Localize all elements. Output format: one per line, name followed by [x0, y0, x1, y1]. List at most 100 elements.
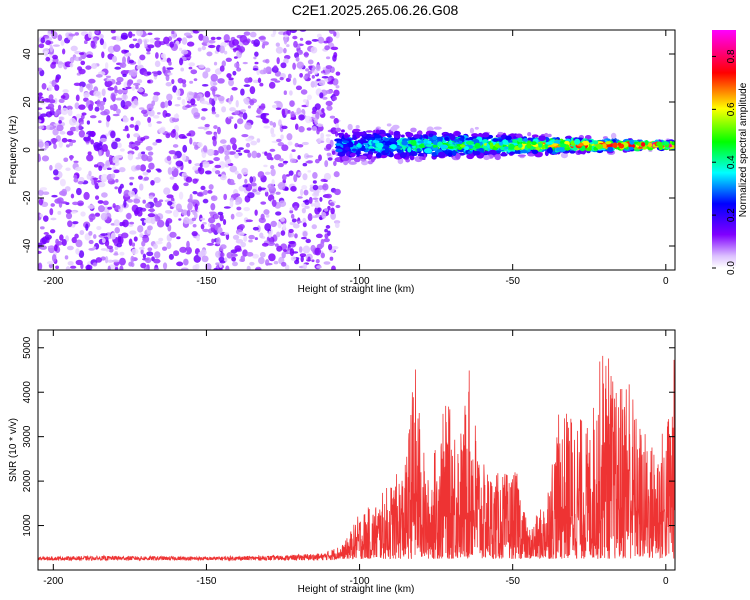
heatmap-cell: [153, 176, 161, 184]
heatmap-cell: [131, 33, 136, 37]
heatmap-cell: [152, 142, 158, 146]
heatmap-cell: [119, 257, 126, 266]
heatmap-cell: [154, 60, 161, 68]
heatmap-cell: [375, 129, 380, 134]
heatmap-cell: [142, 253, 147, 259]
heatmap-cell: [219, 213, 224, 222]
heatmap-cell: [230, 213, 235, 220]
heatmap-cell: [290, 111, 295, 118]
heatmap-cell: [242, 184, 249, 188]
heatmap-cell: [189, 137, 193, 145]
heatmap-cell: [292, 62, 296, 70]
heatmap-cell: [347, 123, 353, 131]
heatmap-cell: [295, 85, 303, 91]
heatmap-cell: [281, 125, 288, 130]
heatmap-cell: [270, 127, 275, 135]
heatmap-cell: [253, 56, 257, 60]
heatmap-cell: [208, 184, 214, 190]
heatmap-cell: [188, 159, 192, 164]
heatmap-cell: [330, 212, 337, 220]
heatmap-cell: [95, 74, 103, 78]
heatmap-cell: [447, 146, 455, 149]
heatmap-cell: [214, 164, 222, 169]
heatmap-cell: [130, 255, 135, 263]
heatmap-cell: [71, 236, 77, 244]
heatmap-cell: [69, 56, 75, 64]
heatmap-cell: [515, 133, 523, 138]
heatmap-cell: [223, 34, 230, 42]
y-tick-label: -20: [22, 190, 33, 205]
heatmap-cell: [152, 94, 159, 103]
heatmap-cell: [413, 134, 421, 139]
heatmap-cell: [325, 65, 333, 70]
heatmap-cell: [162, 246, 168, 251]
heatmap-cell: [90, 139, 95, 145]
heatmap-cell: [311, 39, 319, 42]
heatmap-cell: [218, 262, 223, 269]
heatmap-cell: [38, 119, 42, 123]
heatmap-cell: [245, 142, 251, 148]
heatmap-cell: [427, 140, 432, 145]
heatmap-cell: [167, 200, 173, 206]
heatmap-cell: [459, 144, 466, 148]
heatmap-cell: [63, 157, 69, 162]
heatmap-cell: [305, 115, 312, 124]
heatmap-cell: [321, 211, 327, 219]
heatmap-cell: [427, 135, 433, 140]
heatmap-cell: [302, 173, 308, 181]
heatmap-cell: [247, 105, 252, 109]
heatmap-cell: [190, 98, 196, 106]
heatmap-cell: [334, 146, 342, 149]
heatmap-cell: [167, 167, 173, 175]
heatmap-cell: [83, 136, 91, 142]
heatmap-cell: [241, 167, 249, 175]
heatmap-cell: [135, 42, 140, 49]
y-tick-label: 0: [22, 147, 33, 153]
heatmap-cell: [270, 78, 278, 81]
heatmap-cell: [81, 112, 87, 116]
heatmap-cell: [146, 103, 154, 111]
heatmap-cell: [432, 135, 438, 141]
heatmap-cell: [375, 152, 382, 158]
heatmap-cell: [129, 221, 135, 225]
heatmap-cell: [201, 108, 208, 112]
heatmap-cell: [151, 71, 159, 74]
heatmap-cell: [221, 60, 226, 67]
heatmap-cell: [115, 81, 122, 86]
heatmap-cell: [242, 61, 248, 65]
heatmap-cell: [181, 267, 189, 270]
heatmap-cell: [69, 141, 73, 147]
heatmap-cell: [159, 199, 164, 203]
heatmap-cell: [245, 219, 254, 223]
colorbar-ticks: 0.0 0.2 0.4 0.6 0.8: [712, 49, 737, 275]
heatmap-cell: [290, 117, 297, 120]
heatmap-cell: [538, 143, 543, 148]
heatmap-cell: [61, 188, 68, 197]
heatmap-cell: [374, 135, 382, 139]
heatmap-cell: [311, 224, 317, 230]
heatmap-cell: [452, 138, 461, 142]
heatmap-cell: [78, 123, 82, 130]
heatmap-cell: [44, 98, 50, 103]
heatmap-cell: [344, 146, 350, 151]
heatmap-cell: [44, 35, 50, 39]
heatmap-cell: [343, 160, 349, 166]
heatmap-cell: [90, 130, 96, 138]
heatmap-cell: [324, 45, 330, 51]
heatmap-cell: [96, 99, 101, 108]
colorbar-label: Normalized spectral amplitude: [738, 82, 749, 217]
heatmap-cell: [277, 162, 284, 168]
heatmap-cell: [289, 221, 296, 226]
heatmap-cell: [347, 143, 354, 148]
heatmap-cell: [224, 150, 230, 156]
heatmap-cell: [147, 213, 156, 218]
heatmap-cell: [129, 182, 133, 186]
heatmap-cell: [500, 152, 508, 157]
heatmap-cell: [356, 143, 361, 147]
heatmap-cell: [39, 226, 45, 230]
heatmap-cell: [235, 201, 240, 206]
heatmap-cell: [54, 111, 58, 117]
heatmap-cell: [370, 134, 375, 138]
heatmap-cell: [348, 161, 357, 165]
heatmap-cell: [78, 81, 86, 88]
